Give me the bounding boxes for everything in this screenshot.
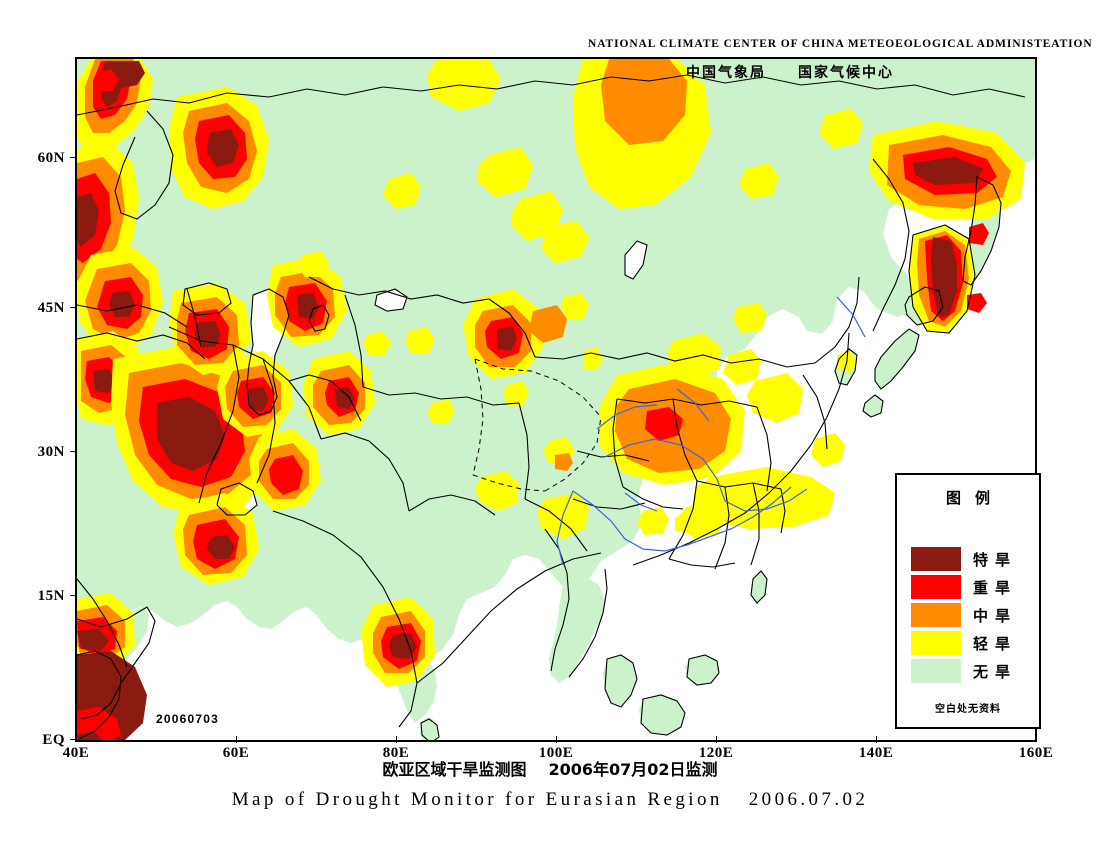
header-chinese-organization: 中国气象局 国家气候中心 — [686, 65, 894, 81]
axis-label-lat-45n: 45N — [37, 300, 65, 316]
legend-row-extreme: 特旱 — [911, 547, 1031, 571]
axis-label-lat-60n: 60N — [37, 150, 65, 166]
axis-tick-lat-eq — [70, 739, 77, 740]
header-english-organization: NATIONAL CLIMATE CENTER OF CHINA METEOEO… — [588, 38, 1093, 50]
legend-swatch-extreme — [911, 547, 961, 571]
drought-region-ningxia — [667, 333, 761, 385]
drought-region-arkhangelsk — [93, 61, 145, 91]
legend-label-extreme: 特旱 — [973, 551, 1018, 569]
axis-label-lon-60e: 60E — [222, 745, 250, 761]
title-chinese-main: 欧亚区域干旱监测图 — [382, 760, 527, 779]
legend-label-moderate: 中旱 — [973, 607, 1018, 625]
axis-tick-lon-140e — [876, 736, 877, 743]
map-date-stamp: 20060703 — [156, 712, 219, 726]
drought-region-north-china — [747, 373, 845, 467]
title-english: Map of Drought Monitor for Eurasian Regi… — [0, 789, 1100, 811]
axis-label-lon-80e: 80E — [382, 745, 410, 761]
axis-label-lon-160e: 160E — [1018, 745, 1054, 761]
drought-region-iran-east — [217, 351, 293, 437]
landmass-indochina — [549, 579, 605, 683]
legend-swatch-mild — [911, 631, 961, 655]
map-frame — [75, 57, 1037, 742]
axis-label-lon-40e: 40E — [62, 745, 90, 761]
axis-tick-lat-60n — [70, 157, 77, 158]
axis-tick-lat-30n — [70, 451, 77, 452]
legend-box: 图例 特旱 重旱 中旱 轻旱 无旱 空白处无资料 — [895, 473, 1041, 729]
drought-region-siberia-east-spots — [733, 109, 863, 333]
drought-region-nepal — [475, 471, 519, 511]
water-lake-baikal — [625, 241, 647, 279]
landmass-borneo — [639, 695, 685, 735]
axis-label-lon-100e: 100E — [538, 745, 574, 761]
drought-region-xinjiang-spur — [529, 293, 589, 343]
legend-label-none: 无旱 — [973, 663, 1018, 681]
drought-region-siberia-west — [383, 59, 589, 263]
landmass-malay — [603, 655, 637, 707]
coastlines-and-borders — [77, 74, 1026, 740]
legend-label-mild: 轻旱 — [973, 635, 1018, 653]
legend-swatch-moderate — [911, 603, 961, 627]
drought-region-xinjiang — [463, 289, 543, 379]
drought-region-okhotsk-spots — [967, 223, 989, 313]
drought-region-sakhalin — [869, 121, 1025, 219]
legend-note: 空白处无资料 — [935, 704, 1001, 715]
landmass-japan-honshu — [875, 329, 919, 389]
legend-swatch-none — [911, 659, 961, 683]
rivers — [556, 296, 866, 566]
map-plot-area — [77, 59, 1035, 740]
drought-region-volga — [77, 247, 163, 351]
axis-label-lat-15n: 15N — [37, 588, 65, 604]
disputed-boundary-dashed — [472, 358, 602, 492]
axis-tick-lon-60e — [236, 736, 237, 743]
title-chinese-date: 2006年07月02日监测 — [548, 760, 718, 779]
drought-region-sakhalin-island — [909, 225, 975, 333]
drought-region-south-india — [361, 597, 435, 687]
legend-row-none: 无旱 — [911, 659, 1031, 683]
drought-region-gulf-coast — [173, 493, 259, 585]
legend-title: 图例 — [945, 489, 1004, 507]
landmass-taiwan — [751, 571, 767, 603]
landmass-sri-lanka — [420, 718, 438, 740]
axis-tick-lat-45n — [70, 307, 77, 308]
axis-tick-lon-120e — [716, 736, 717, 743]
drought-region-scattered-spots — [297, 251, 857, 533]
drought-region-ural — [169, 87, 269, 209]
water-lake-balkhash — [375, 289, 407, 311]
drought-map-svg — [77, 59, 1035, 740]
legend-row-mild: 轻旱 — [911, 631, 1031, 655]
title-chinese: 欧亚区域干旱监测图 2006年07月02日监测 — [0, 756, 1100, 780]
drought-region-gansu — [599, 363, 745, 485]
drought-region-pakistan — [249, 429, 321, 511]
axis-tick-lon-80e — [396, 736, 397, 743]
title-english-date: 2006.07.02 — [748, 789, 869, 810]
title-english-main: Map of Drought Monitor for Eurasian Regi… — [231, 789, 723, 810]
axis-label-lon-140e: 140E — [858, 745, 894, 761]
drought-region-aral — [267, 257, 347, 347]
axis-label-lon-120e: 120E — [698, 745, 734, 761]
legend-row-severe: 重旱 — [911, 575, 1031, 599]
axis-tick-lon-100e — [556, 736, 557, 743]
landmass-japan-kyushu — [863, 395, 883, 417]
legend-label-severe: 重旱 — [973, 579, 1018, 597]
axis-label-lat-30n: 30N — [37, 444, 65, 460]
axis-label-lat-eq: EQ — [42, 732, 65, 748]
landmass-philippines — [685, 655, 719, 685]
axis-tick-lat-15n — [70, 595, 77, 596]
legend-swatch-severe — [911, 575, 961, 599]
drought-region-siberia-central — [573, 59, 711, 209]
legend-row-moderate: 中旱 — [911, 603, 1031, 627]
